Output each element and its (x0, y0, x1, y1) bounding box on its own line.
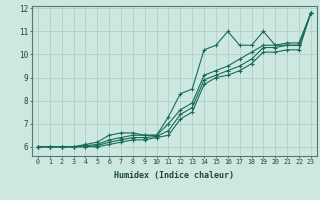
X-axis label: Humidex (Indice chaleur): Humidex (Indice chaleur) (115, 171, 234, 180)
